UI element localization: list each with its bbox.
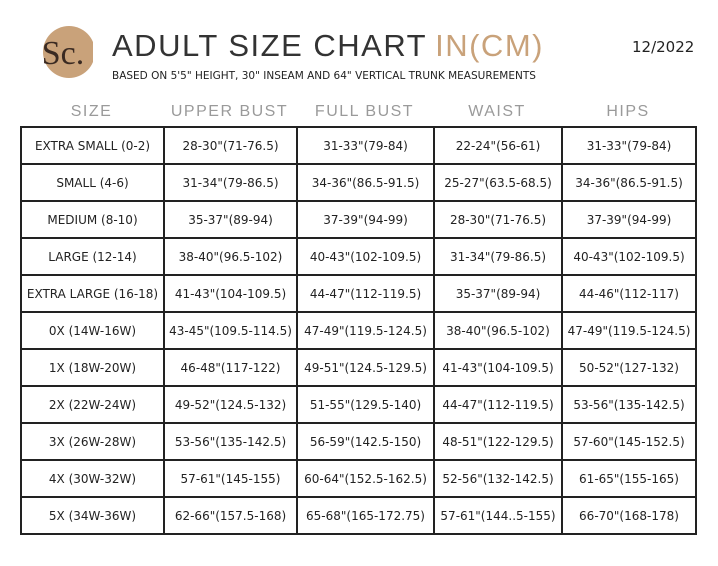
table-row: MEDIUM (8-10) 35-37"(89-94) 37-39"(94-99) 2… xyxy=(20,200,697,239)
measure-cell: 37-39"(94-99) xyxy=(561,200,697,239)
measure-cell: 61-65"(155-165) xyxy=(561,459,697,498)
measure-cell: 22-24"(56-61) xyxy=(433,126,563,165)
measure-cell: 65-68"(165-172.75) xyxy=(296,496,435,535)
measure-cell: 50-52"(127-132) xyxy=(561,348,697,387)
table-row: 0X (14W-16W) 43-45"(109.5-114.5) 47-49"(11… xyxy=(20,311,697,350)
measure-cell: 31-34"(79-86.5) xyxy=(163,163,298,202)
size-cell: 0X (14W-16W) xyxy=(20,311,165,350)
measure-cell: 47-49"(119.5-124.5) xyxy=(296,311,435,350)
measure-cell: 34-36"(86.5-91.5) xyxy=(296,163,435,202)
logo: Sc. xyxy=(42,26,93,78)
column-header: SIZE xyxy=(70,103,113,120)
measure-cell: 53-56"(135-142.5) xyxy=(561,385,697,424)
title-unit: IN(CM) xyxy=(435,28,544,63)
date: 12/2022 xyxy=(632,38,695,56)
measure-cell: 57-61"(144..5-155) xyxy=(433,496,563,535)
table-row: 1X (18W-20W) 46-48"(117-122) 49-51"(124.5-… xyxy=(20,348,697,387)
measure-cell: 40-43"(102-109.5) xyxy=(561,237,697,276)
measure-cell: 28-30"(71-76.5) xyxy=(433,200,563,239)
size-cell: 4X (30W-32W) xyxy=(20,459,165,498)
measure-cell: 44-47"(112-119.5) xyxy=(433,385,563,424)
size-cell: MEDIUM (8-10) xyxy=(20,200,165,239)
table-row: 2X (22W-24W) 49-52"(124.5-132) 51-55"(129.… xyxy=(20,385,697,424)
measure-cell: 49-52"(124.5-132) xyxy=(163,385,298,424)
subtitle: BASED ON 5'5" HEIGHT, 30" INSEAM AND 64"… xyxy=(112,70,536,82)
measure-cell: 40-43"(102-109.5) xyxy=(296,237,435,276)
measure-cell: 38-40"(96.5-102) xyxy=(433,311,563,350)
measure-cell: 56-59"(142.5-150) xyxy=(296,422,435,461)
measure-cell: 57-60"(145-152.5) xyxy=(561,422,697,461)
measure-cell: 49-51"(124.5-129.5) xyxy=(296,348,435,387)
column-header: WAIST xyxy=(468,103,526,120)
size-cell: 3X (26W-28W) xyxy=(20,422,165,461)
measure-cell: 31-33"(79-84) xyxy=(561,126,697,165)
table-row: 5X (34W-36W) 62-66"(157.5-168) 65-68"(165-… xyxy=(20,496,697,535)
table-row: SMALL (4-6) 31-34"(79-86.5) 34-36"(86.5-91… xyxy=(20,163,697,202)
size-cell: EXTRA LARGE (16-18) xyxy=(20,274,165,313)
column-header: FULL BUST xyxy=(314,103,415,120)
logo-text: Sc. xyxy=(42,35,85,72)
measure-cell: 35-37"(89-94) xyxy=(433,274,563,313)
table-row: 4X (30W-32W) 57-61"(145-155) 60-64"(152.5-… xyxy=(20,459,697,498)
measure-cell: 43-45"(109.5-114.5) xyxy=(163,311,298,350)
measure-cell: 34-36"(86.5-91.5) xyxy=(561,163,697,202)
size-cell: SMALL (4-6) xyxy=(20,163,165,202)
measure-cell: 31-33"(79-84) xyxy=(296,126,435,165)
measure-cell: 48-51"(122-129.5) xyxy=(433,422,563,461)
size-cell: LARGE (12-14) xyxy=(20,237,165,276)
measure-cell: 60-64"(152.5-162.5) xyxy=(296,459,435,498)
measure-cell: 35-37"(89-94) xyxy=(163,200,298,239)
measure-cell: 28-30"(71-76.5) xyxy=(163,126,298,165)
table-row: 3X (26W-28W) 53-56"(135-142.5) 56-59"(142.… xyxy=(20,422,697,461)
size-cell: 1X (18W-20W) xyxy=(20,348,165,387)
logo-circle xyxy=(43,26,93,78)
size-cell: EXTRA SMALL (0-2) xyxy=(20,126,165,165)
measure-cell: 51-55"(129.5-140) xyxy=(296,385,435,424)
measure-cell: 31-34"(79-86.5) xyxy=(433,237,563,276)
measure-cell: 38-40"(96.5-102) xyxy=(163,237,298,276)
size-cell: 5X (34W-36W) xyxy=(20,496,165,535)
size-table: EXTRA SMALL (0-2) 28-30"(71-76.5) 31-33"(7… xyxy=(20,126,697,535)
measure-cell: 41-43"(104-109.5) xyxy=(163,274,298,313)
measure-cell: 66-70"(168-178) xyxy=(561,496,697,535)
size-cell: 2X (22W-24W) xyxy=(20,385,165,424)
measure-cell: 57-61"(145-155) xyxy=(163,459,298,498)
measure-cell: 25-27"(63.5-68.5) xyxy=(433,163,563,202)
measure-cell: 46-48"(117-122) xyxy=(163,348,298,387)
table-row: LARGE (12-14) 38-40"(96.5-102) 40-43"(102-… xyxy=(20,237,697,276)
table-row: EXTRA SMALL (0-2) 28-30"(71-76.5) 31-33"(7… xyxy=(20,126,697,165)
measure-cell: 44-47"(112-119.5) xyxy=(296,274,435,313)
measure-cell: 52-56"(132-142.5) xyxy=(433,459,563,498)
measure-cell: 47-49"(119.5-124.5) xyxy=(561,311,697,350)
column-header: UPPER BUST xyxy=(170,103,289,120)
measure-cell: 53-56"(135-142.5) xyxy=(163,422,298,461)
measure-cell: 41-43"(104-109.5) xyxy=(433,348,563,387)
column-header: HIPS xyxy=(606,103,650,120)
measure-cell: 37-39"(94-99) xyxy=(296,200,435,239)
title-text: ADULT SIZE CHART xyxy=(112,28,428,63)
table-row: EXTRA LARGE (16-18) 41-43"(104-109.5) 44-4… xyxy=(20,274,697,313)
measure-cell: 62-66"(157.5-168) xyxy=(163,496,298,535)
measure-cell: 44-46"(112-117) xyxy=(561,274,697,313)
title: ADULT SIZE CHART IN(CM) xyxy=(112,28,544,64)
